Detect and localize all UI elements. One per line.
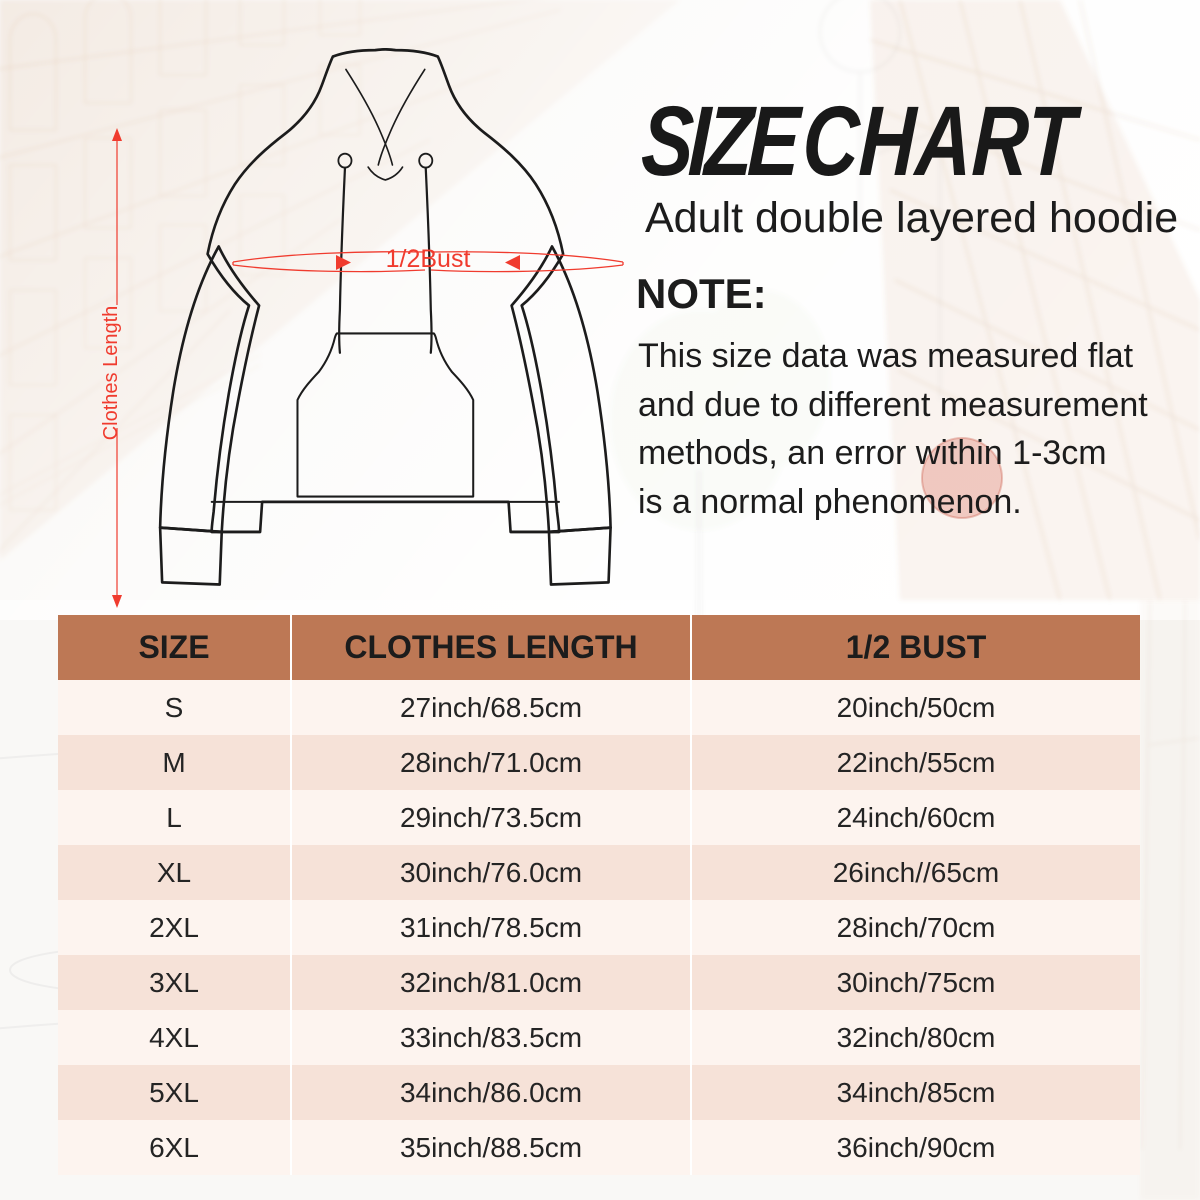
svg-text:1/2Bust: 1/2Bust bbox=[386, 245, 471, 273]
svg-text:Clothes Length: Clothes Length bbox=[100, 306, 122, 441]
